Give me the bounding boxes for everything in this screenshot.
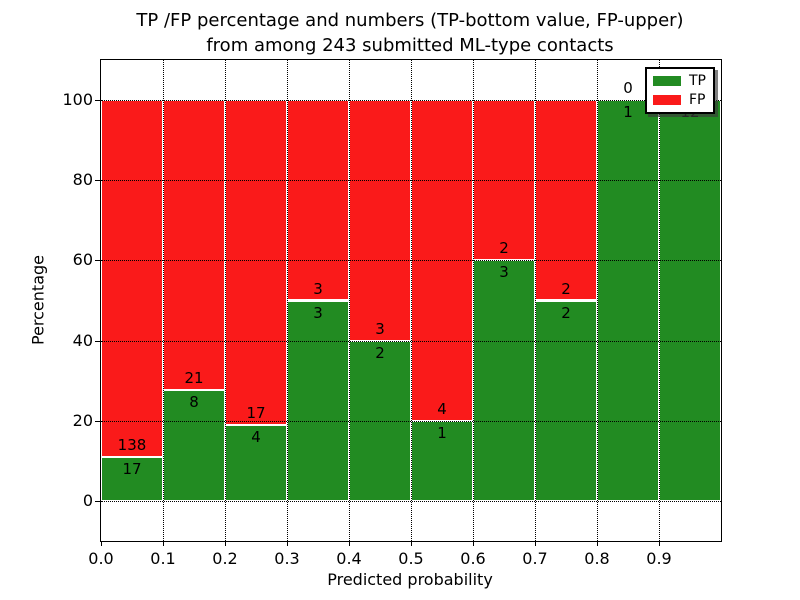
bar-label-fp: 0	[623, 79, 633, 98]
x-tick-label: 0.8	[584, 549, 610, 568]
chart-title-line2: from among 243 submitted ML-type contact…	[206, 35, 614, 56]
y-tick-label: 40	[72, 330, 93, 350]
bar-label-fp: 17	[246, 403, 266, 422]
y-tick-mark	[95, 260, 101, 262]
x-axis-label: Predicted probability	[327, 570, 493, 589]
y-tick-label: 80	[72, 170, 93, 190]
bar-label-tp: 1	[437, 423, 447, 442]
y-tick-mark	[95, 100, 101, 102]
bar-segment-fp	[349, 100, 411, 341]
y-tick-label: 20	[72, 410, 93, 430]
legend-swatch-tp	[653, 76, 681, 87]
bar-label-tp: 3	[499, 263, 509, 282]
x-tick-label: 0.3	[274, 549, 300, 568]
bar-segment-tp	[535, 300, 597, 501]
bar-label-fp: 2	[561, 279, 571, 298]
gridline-vertical	[287, 60, 288, 541]
bar-segment-fp	[535, 100, 597, 301]
x-tick-label: 0.1	[150, 549, 176, 568]
y-tick-mark	[95, 180, 101, 182]
gridline-vertical	[411, 60, 412, 541]
bar-label-fp: 4	[437, 399, 447, 418]
bar-label-fp: 3	[313, 279, 323, 298]
y-tick-label: 0	[82, 490, 93, 510]
legend-entry-tp: TP	[653, 74, 707, 88]
x-tick-mark	[411, 541, 412, 546]
x-tick-label: 0.5	[398, 549, 424, 568]
x-tick-label: 0.0	[88, 549, 114, 568]
bar-segment-tp	[597, 100, 659, 501]
bar-label-tp: 3	[313, 303, 323, 322]
y-axis-label: Percentage	[28, 254, 48, 346]
x-tick-mark	[473, 541, 474, 546]
x-tick-label: 0.4	[336, 549, 362, 568]
gridline-vertical	[535, 60, 536, 541]
bar-label-fp: 2	[499, 239, 509, 258]
x-tick-label: 0.9	[646, 549, 672, 568]
x-tick-label: 0.6	[460, 549, 486, 568]
legend-label-fp: FP	[689, 91, 706, 108]
bar-segment-tp	[163, 390, 225, 501]
bar-label-fp: 138	[117, 435, 147, 454]
gridline-vertical	[597, 60, 598, 541]
bar-segment-fp	[225, 100, 287, 425]
x-tick-mark	[349, 541, 350, 546]
bar-segment-fp	[287, 100, 349, 301]
bar-segment-tp	[349, 340, 411, 501]
legend-entry-fp: FP	[653, 93, 707, 107]
bar-segment-fp	[163, 100, 225, 391]
bar-label-tp: 8	[189, 393, 199, 412]
y-tick-mark	[95, 340, 101, 342]
x-tick-mark	[225, 541, 226, 546]
bar-label-tp: 1	[623, 103, 633, 122]
gridline-vertical	[659, 60, 660, 541]
bar-label-tp: 17	[122, 459, 142, 478]
chart-title: TP /FP percentage and numbers (TP-bottom…	[100, 8, 720, 58]
x-tick-mark	[597, 541, 598, 546]
legend-label-tp: TP	[689, 73, 706, 90]
chart-title-line1: TP /FP percentage and numbers (TP-bottom…	[136, 10, 684, 31]
y-tick-mark	[95, 420, 101, 422]
legend-box: TP FP	[645, 67, 715, 114]
x-tick-mark	[659, 541, 660, 546]
y-tick-label: 100	[62, 90, 93, 110]
bar-label-tp: 2	[375, 343, 385, 362]
bar-label-tp: 2	[561, 303, 571, 322]
x-tick-mark	[163, 541, 164, 546]
gridline-vertical	[163, 60, 164, 541]
x-tick-mark	[101, 541, 102, 546]
bar-segment-tp	[287, 300, 349, 501]
x-tick-mark	[535, 541, 536, 546]
bar-segment-tp	[473, 260, 535, 501]
gridline-vertical	[225, 60, 226, 541]
bar-label-fp: 3	[375, 319, 385, 338]
y-tick-mark	[95, 500, 101, 502]
bar-segment-fp	[101, 100, 163, 457]
legend-swatch-fp	[653, 94, 681, 105]
gridline-vertical	[349, 60, 350, 541]
x-tick-mark	[287, 541, 288, 546]
bar-segment-tp	[659, 100, 721, 501]
gridline-vertical	[473, 60, 474, 541]
x-tick-label: 0.2	[212, 549, 238, 568]
plot-area: 138172181743332412322010120.00.10.20.30.…	[62, 59, 722, 568]
bar-segment-tp	[101, 456, 163, 501]
bar-label-fp: 21	[184, 369, 204, 388]
y-tick-label: 60	[72, 250, 93, 270]
bar-label-tp: 4	[251, 427, 261, 446]
x-tick-label: 0.7	[522, 549, 548, 568]
